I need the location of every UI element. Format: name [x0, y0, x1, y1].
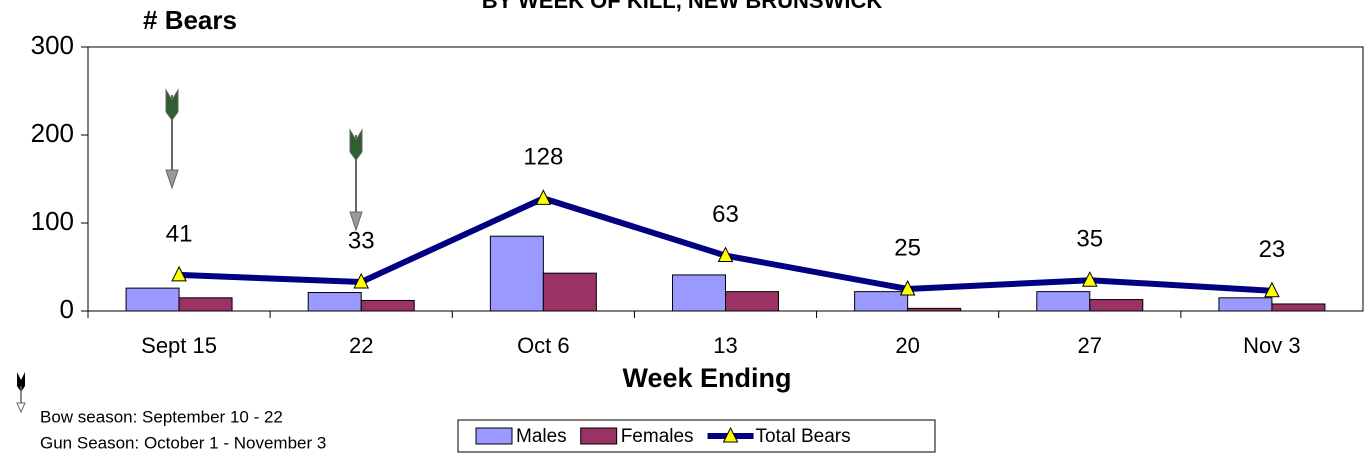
legend-label: Females	[621, 426, 694, 447]
legend	[457, 419, 936, 453]
bow-arrow	[349, 128, 363, 232]
marker	[353, 272, 370, 289]
bar	[489, 235, 544, 312]
legend-swatch	[580, 427, 618, 445]
y-tick-label: 100	[31, 206, 74, 236]
bar	[1271, 303, 1326, 312]
bar	[907, 307, 962, 312]
legend-label: Males	[516, 426, 567, 447]
x-tick-label: Sept 15	[141, 333, 217, 358]
x-axis-title: Week Ending	[622, 363, 791, 393]
bar	[1218, 297, 1273, 312]
bar	[360, 299, 415, 312]
bar	[125, 287, 180, 312]
x-tick-label: 13	[713, 333, 737, 358]
bar	[542, 272, 597, 312]
marker	[899, 279, 916, 296]
x-tick-label: 27	[1078, 333, 1102, 358]
bar	[1036, 291, 1091, 312]
data-label: 128	[523, 144, 563, 171]
bar	[1089, 299, 1144, 312]
y-tick-label: 200	[31, 118, 74, 148]
marker	[171, 265, 187, 282]
bar	[307, 292, 362, 312]
legend-arrow-icon	[16, 372, 26, 414]
bar	[672, 274, 726, 312]
y-axis-title: # Bears	[143, 5, 237, 35]
legend-label: Total Bears	[756, 426, 851, 447]
marker	[1081, 271, 1098, 287]
marker	[1264, 281, 1280, 298]
y-tick-label: 0	[60, 294, 74, 324]
data-label: 41	[166, 220, 193, 247]
x-tick-label: 20	[895, 333, 919, 358]
data-label: 25	[894, 234, 921, 261]
bar	[178, 297, 233, 312]
data-label: 63	[712, 201, 739, 228]
bar	[725, 291, 779, 312]
data-label: 35	[1076, 226, 1103, 253]
data-label: 23	[1259, 236, 1286, 263]
x-tick-label: 22	[349, 333, 373, 358]
marker	[535, 189, 552, 205]
note: Gun Season: October 1 - November 3	[40, 433, 326, 452]
bow-arrow	[165, 88, 179, 190]
x-tick-label: Oct 6	[517, 333, 570, 358]
x-tick-label: Nov 3	[1243, 333, 1300, 358]
legend-swatch	[722, 426, 739, 443]
plot-frame	[87, 46, 1364, 312]
legend-swatch	[475, 427, 513, 445]
chart-title: BY WEEK OF KILL, NEW BRUNSWICK	[482, 0, 883, 13]
y-tick-label: 300	[31, 30, 74, 60]
marker	[717, 246, 734, 263]
note: Bow season: September 10 - 22	[40, 407, 283, 426]
data-label: 33	[348, 227, 375, 254]
bar	[854, 291, 909, 312]
